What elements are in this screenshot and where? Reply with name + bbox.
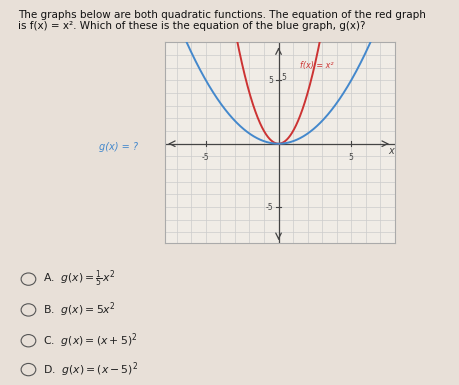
- Text: B.  $g(x)=5x^2$: B. $g(x)=5x^2$: [43, 301, 116, 319]
- Text: -5: -5: [266, 203, 274, 212]
- Text: 5: 5: [281, 73, 286, 82]
- Text: C.  $g(x)=(x+5)^2$: C. $g(x)=(x+5)^2$: [43, 331, 137, 350]
- Text: 5: 5: [269, 76, 274, 85]
- Text: A.  $g(x)=\frac{1}{5}x^2$: A. $g(x)=\frac{1}{5}x^2$: [43, 268, 115, 290]
- Text: g(x) = ?: g(x) = ?: [99, 142, 138, 152]
- Text: The graphs below are both quadratic functions. The equation of the red graph: The graphs below are both quadratic func…: [18, 10, 426, 20]
- Text: f(x) = x²: f(x) = x²: [300, 61, 334, 70]
- Text: is f(x) = x². Which of these is the equation of the blue graph, g(x)?: is f(x) = x². Which of these is the equa…: [18, 21, 366, 31]
- Text: x: x: [388, 146, 394, 156]
- Text: 5: 5: [349, 152, 353, 162]
- Text: -5: -5: [202, 152, 210, 162]
- Text: D.  $g(x)=(x-5)^2$: D. $g(x)=(x-5)^2$: [43, 360, 138, 379]
